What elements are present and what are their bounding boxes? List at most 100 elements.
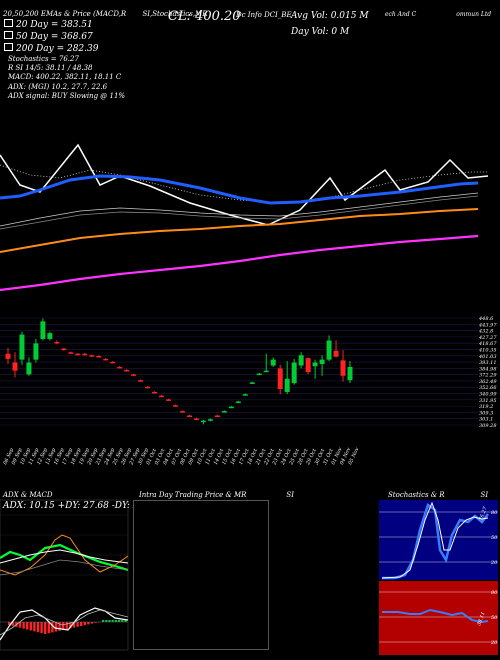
macd-bar-positive xyxy=(105,620,108,622)
candle-down xyxy=(159,395,165,398)
candle-down xyxy=(12,362,18,371)
header-line: 20,50,200 EMAs & Price (MACD,R SI,Stocha… xyxy=(3,10,207,18)
macd-bar-positive xyxy=(118,620,121,622)
ema50-legend: 50 Day = 368.67 xyxy=(4,31,93,42)
adx-macd-readout: ADX: 10.15 +DY: 27.68 -DY: 22.58 xyxy=(3,501,159,511)
candle-down xyxy=(333,350,339,357)
macd-bar xyxy=(80,622,83,626)
price-axis-label: 432.8 xyxy=(478,329,493,335)
candle-down xyxy=(103,358,109,361)
candle-down xyxy=(305,358,311,373)
ema-band-1 xyxy=(0,192,479,227)
adx-signal-line xyxy=(0,559,129,576)
macd-bar xyxy=(54,622,58,632)
adx-macd-title: ADX & MACD xyxy=(3,491,53,499)
candle-down xyxy=(131,374,137,376)
candle-down xyxy=(124,369,130,372)
rsi-readout: R SI 14/5: 38.11 / 48.38 xyxy=(8,64,93,72)
candle-down xyxy=(82,353,88,356)
candle-down xyxy=(96,355,102,358)
stoch-d-line xyxy=(381,501,489,579)
price-axis-label: 384.98 xyxy=(479,366,497,372)
candle-down xyxy=(193,418,199,420)
price-axis-label: 352.66 xyxy=(479,385,497,391)
ema-band-2 xyxy=(0,195,479,230)
candle-down xyxy=(179,411,185,413)
candle-down xyxy=(117,366,123,369)
candle-up xyxy=(326,340,332,360)
day-volume: Day Vol: 0 M xyxy=(291,27,350,37)
macd-bar xyxy=(18,622,22,628)
candle-up xyxy=(298,355,304,366)
macd-bar xyxy=(22,622,25,629)
macd-bar xyxy=(33,622,36,632)
candle-down xyxy=(166,399,172,401)
price-axis-label: 303.1 xyxy=(479,417,493,423)
ema200-line xyxy=(0,234,479,292)
candle-up xyxy=(228,406,234,409)
candle-down xyxy=(214,415,220,418)
macd-bar-positive xyxy=(108,620,111,622)
company-code: Dc Info DCI_BE xyxy=(236,11,292,19)
candle-up xyxy=(40,321,46,340)
candle-up xyxy=(249,382,255,384)
price-axis-label: 362.49 xyxy=(479,379,497,385)
price-axis-label: 309.28 xyxy=(479,423,497,429)
macd-bar-positive xyxy=(124,620,127,622)
price-axis-label: 331.95 xyxy=(479,398,497,404)
candle-up xyxy=(347,366,353,381)
candle-up xyxy=(284,378,290,392)
adx-readout: ADX: (MGI) 10.2, 27.7, 22.6 xyxy=(8,83,108,91)
candle-up xyxy=(270,359,276,366)
stoch-tick-label: 80 xyxy=(491,510,498,516)
candle-down xyxy=(68,352,74,354)
stoch-tick-label: 50 xyxy=(491,535,498,541)
avg-volume: Avg Vol: 0.015 M xyxy=(291,11,369,21)
intraday-title: Intra Day Trading Price & MR SI xyxy=(139,491,294,499)
macd-bar-positive xyxy=(111,620,114,622)
candle-down xyxy=(138,380,144,382)
stoch-value-label: 76.27 xyxy=(478,505,489,521)
macd-line xyxy=(0,607,129,641)
header-part-2: SI,Stochastics,MR xyxy=(142,10,208,18)
ema20-legend: 20 Day = 383.51 xyxy=(4,19,93,30)
macd-bar xyxy=(44,622,47,634)
price-axis-label: 372.29 xyxy=(479,373,497,379)
macd-bar xyxy=(72,622,76,628)
dotted-line xyxy=(0,164,488,204)
macd-bar xyxy=(69,622,72,629)
candle-up xyxy=(200,420,206,423)
macd-bar xyxy=(40,622,43,634)
macd-bar xyxy=(65,622,68,630)
rsi-panel xyxy=(379,581,498,655)
macd-bar xyxy=(11,622,14,626)
macd-bar xyxy=(62,622,65,630)
rsi-tick-label: 50 xyxy=(491,615,498,621)
candle-down xyxy=(5,353,11,359)
close-price: CL: 400.20 xyxy=(168,9,241,24)
macd-bar xyxy=(76,622,79,627)
candle-down xyxy=(173,405,179,407)
stochastics-rsi-title: Stochastics & R SI xyxy=(388,491,489,499)
header-part-1: 20,50,200 EMAs & Price (MACD,R xyxy=(3,10,127,18)
ema200-legend: 200 Day = 282.39 xyxy=(4,43,98,54)
candle-up xyxy=(235,401,241,404)
candle-down xyxy=(152,391,158,394)
rsi-value-label: 38.11 xyxy=(476,611,487,627)
intraday-panel xyxy=(133,500,269,650)
candle-up xyxy=(242,394,248,396)
candle-up xyxy=(319,359,325,365)
macd-bar xyxy=(29,622,32,631)
macd-bar xyxy=(87,622,90,625)
price-axis-label: 443.97 xyxy=(478,322,497,328)
macd-bar xyxy=(8,622,11,625)
macd-bar xyxy=(47,622,50,634)
adx-line xyxy=(0,549,129,564)
price-axis-label: 448.6 xyxy=(478,316,494,322)
candle-up xyxy=(26,362,32,375)
candle-down xyxy=(110,361,116,364)
macd-bar xyxy=(26,622,29,630)
candle-down xyxy=(340,360,346,376)
